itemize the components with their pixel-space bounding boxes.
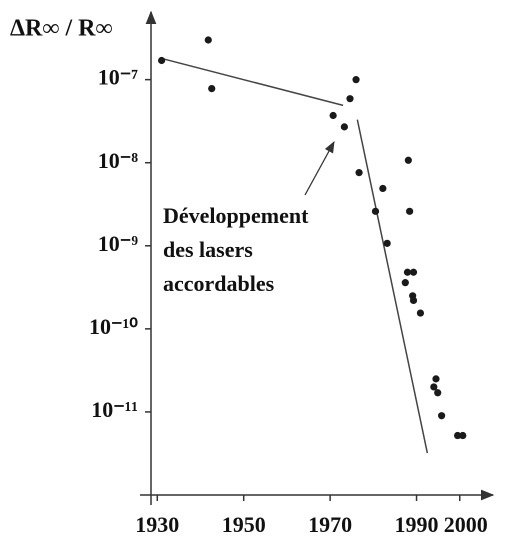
data-point (416, 309, 425, 317)
data-point (383, 239, 391, 247)
trend-line (161, 57, 344, 107)
data-point (204, 36, 212, 44)
y-tick-label: 10⁻⁸ (98, 148, 139, 173)
y-axis-label: ΔR∞ / R∞ (10, 16, 113, 42)
data-point (409, 268, 418, 276)
data-point (352, 76, 360, 84)
data-point (432, 375, 440, 383)
y-tick-label: 10⁻¹¹ (91, 397, 138, 422)
x-tick-label: 1970 (308, 512, 352, 537)
data-point (430, 383, 438, 391)
x-tick-label: 2000 (444, 512, 488, 537)
data-point (379, 184, 387, 193)
data-point (355, 169, 363, 177)
data-point (403, 268, 412, 276)
data-point (406, 207, 414, 215)
data-point (158, 56, 166, 65)
data-point (346, 95, 354, 103)
data-point (401, 279, 409, 287)
data-point (453, 431, 462, 440)
trend-line (356, 119, 429, 454)
x-tick-label: 1930 (135, 512, 179, 537)
data-point (459, 431, 467, 440)
y-tick-label: 10⁻⁷ (98, 65, 139, 90)
y-tick-label: 10⁻¹⁰ (89, 314, 138, 339)
data-point (434, 389, 442, 397)
annotation-arrow (304, 140, 335, 196)
annotation-text: Développement (163, 203, 309, 228)
data-point (438, 412, 446, 420)
annotation-text: accordables (163, 271, 275, 296)
data-point (329, 111, 337, 120)
data-point (340, 123, 348, 131)
data-point (409, 296, 418, 305)
data-point (371, 207, 380, 215)
x-tick-label: 1950 (222, 512, 266, 537)
data-point (404, 156, 412, 164)
x-tick-label: 1990 (395, 512, 439, 537)
annotation-text: des lasers (163, 237, 253, 262)
data-point (208, 85, 216, 93)
y-tick-label: 10⁻⁹ (98, 231, 139, 256)
